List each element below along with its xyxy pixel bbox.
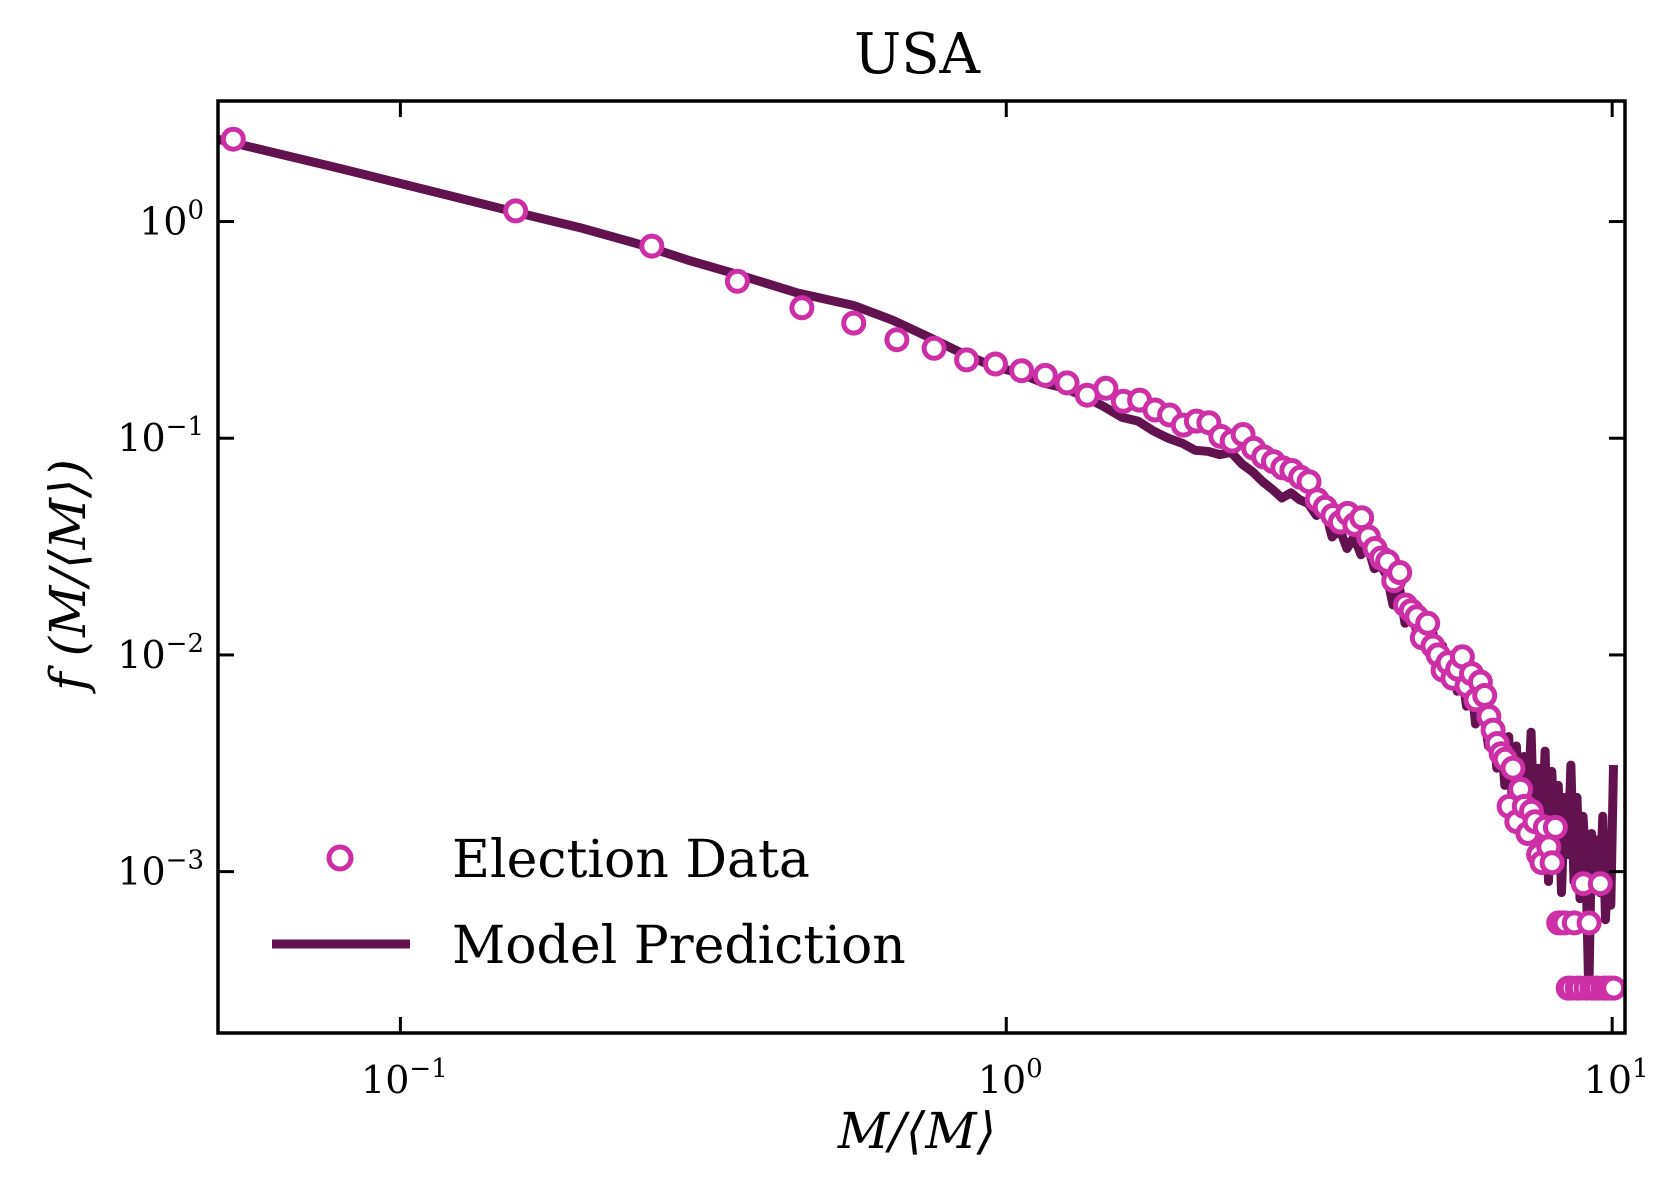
election-data-point bbox=[1009, 358, 1035, 384]
legend-label-election: Election Data bbox=[452, 830, 810, 890]
x-tick-label-exponent: 0 bbox=[1026, 1054, 1043, 1084]
election-data-point bbox=[1542, 814, 1568, 840]
election-data-point bbox=[1472, 683, 1498, 708]
y-tick-label: 10−1 bbox=[117, 412, 204, 460]
election-data-point bbox=[1093, 375, 1119, 401]
y-tick-label-base: 10 bbox=[117, 633, 165, 677]
election-data-point bbox=[724, 268, 750, 294]
election-data-point bbox=[1415, 610, 1441, 636]
x-tick-label: 10−1 bbox=[361, 1054, 448, 1102]
x-axis-label: M/⟨M⟩ bbox=[837, 1102, 996, 1160]
election-data-point bbox=[1576, 910, 1602, 936]
x-tick-label-base: 10 bbox=[978, 1058, 1026, 1102]
x-tick-label-base: 10 bbox=[1584, 1058, 1632, 1102]
y-tick-label: 10−2 bbox=[117, 629, 204, 677]
x-tick-label-exponent: 1 bbox=[1632, 1054, 1649, 1084]
x-tick-label-exponent: −1 bbox=[409, 1054, 447, 1084]
election-data-point bbox=[983, 351, 1008, 377]
election-data-markers bbox=[220, 126, 1625, 1001]
y-tick-label-exponent: −2 bbox=[166, 629, 204, 659]
election-data-point bbox=[503, 198, 529, 224]
election-data-point bbox=[1032, 362, 1058, 388]
election-data-point bbox=[921, 335, 947, 361]
y-tick-label-base: 10 bbox=[117, 850, 165, 894]
y-tick-label-base: 10 bbox=[139, 200, 187, 244]
plot-frame bbox=[216, 99, 1627, 1035]
y-axis-label: f (M/⟨M⟩) bbox=[39, 459, 97, 695]
plot-area bbox=[218, 126, 1625, 1001]
y-tick-label-base: 10 bbox=[117, 416, 165, 460]
election-data-point bbox=[954, 347, 980, 373]
chart-title: USA bbox=[854, 22, 981, 87]
election-data-point bbox=[1387, 560, 1413, 585]
legend: Election Data Model Prediction bbox=[272, 830, 906, 976]
y-tick-label: 10−3 bbox=[117, 846, 204, 894]
election-data-point bbox=[220, 126, 246, 152]
y-tick-label: 100 bbox=[139, 196, 204, 244]
election-data-point bbox=[1601, 975, 1625, 1001]
legend-label-model: Model Prediction bbox=[452, 916, 906, 976]
legend-marker-election bbox=[326, 844, 354, 872]
election-data-point bbox=[1539, 850, 1565, 876]
election-data-point bbox=[884, 327, 910, 353]
y-tick-label-exponent: −3 bbox=[166, 846, 204, 876]
election-data-point bbox=[1587, 871, 1613, 897]
y-tick-label-exponent: 0 bbox=[187, 196, 204, 226]
election-data-point bbox=[1500, 755, 1526, 781]
x-tick-label: 100 bbox=[978, 1054, 1043, 1102]
election-data-point bbox=[789, 295, 815, 321]
election-data-point bbox=[639, 233, 665, 259]
election-data-point bbox=[841, 310, 867, 336]
x-tick-label: 101 bbox=[1584, 1054, 1649, 1102]
y-tick-label-exponent: −1 bbox=[166, 412, 204, 442]
x-tick-label-base: 10 bbox=[361, 1058, 409, 1102]
election-data-point bbox=[1054, 370, 1080, 396]
